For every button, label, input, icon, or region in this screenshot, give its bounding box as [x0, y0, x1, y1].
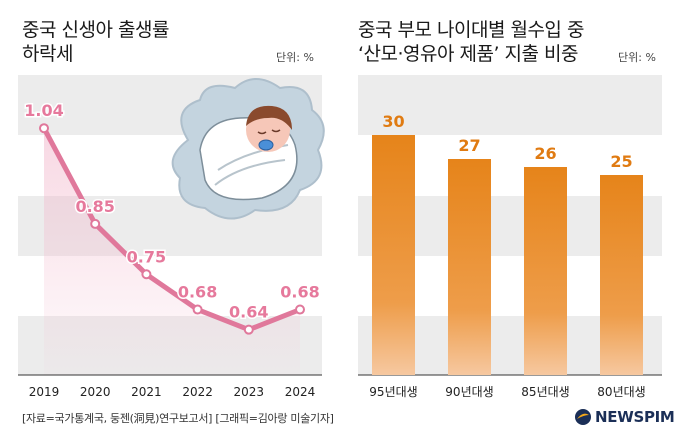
data-label: 0.68 — [178, 283, 217, 302]
series-line-birth-rate — [41, 127, 301, 333]
x-tick-label: 2020 — [80, 385, 111, 399]
grid-band — [358, 75, 662, 135]
data-point — [192, 304, 203, 315]
bar — [600, 175, 643, 375]
x-tick-label: 2021 — [131, 385, 162, 399]
x-tick-label: 2023 — [234, 385, 265, 399]
line-area — [44, 128, 300, 375]
data-label: 0.85 — [75, 197, 114, 216]
bar — [372, 135, 415, 375]
line-chart-title: 중국 신생아 출생률 하락세 — [22, 18, 322, 66]
baby-cloud-illustration — [171, 78, 325, 220]
bar — [448, 159, 491, 375]
x-tick-label: 2024 — [285, 385, 316, 399]
line-chart-unit: 단위: % — [276, 51, 314, 64]
bar-chart-title-line2: ‘산모·영유아 제품’ 지출 비중 — [358, 43, 579, 65]
source-note: [자료=국가통계국, 둥젠(洞見)연구보고서] [그래픽=김아랑 미술기자] — [22, 412, 334, 425]
line-chart: 1.04 0.85 0.75 0.68 0.64 0.68 2019 2020 2021 2022… — [18, 75, 325, 399]
line-chart-title-line2: 하락세 — [22, 43, 73, 65]
x-tick-label: 2019 — [29, 385, 60, 399]
data-label: 30 — [382, 112, 404, 131]
x-tick-label: 85년대생 — [521, 385, 569, 399]
data-point — [295, 304, 305, 315]
x-tick-label: 95년대생 — [369, 385, 417, 399]
x-tick-label: 2022 — [182, 385, 213, 399]
data-label: 0.64 — [229, 303, 268, 322]
data-label: 0.68 — [280, 283, 319, 302]
data-point — [141, 269, 152, 280]
bar — [524, 167, 567, 375]
data-point — [39, 123, 49, 134]
data-point — [90, 218, 101, 229]
bar-chart-unit: 단위: % — [618, 51, 656, 64]
bar-chart-title-line1: 중국 부모 나이대별 월수입 중 — [358, 19, 584, 41]
data-label: 1.04 — [24, 101, 63, 120]
bar-chart-title: 중국 부모 나이대별 월수입 중 ‘산모·영유아 제품’ 지출 비중 — [358, 18, 668, 66]
brand-logo: NEWSPIM — [574, 406, 675, 428]
data-label: 27 — [458, 136, 480, 155]
bar-chart: 30 95년대생 27 90년대생 26 85년대생 25 80년대생 — [358, 75, 662, 399]
x-tick-label: 80년대생 — [597, 385, 645, 399]
x-tick-label: 90년대생 — [445, 385, 493, 399]
data-label: 0.75 — [127, 247, 166, 266]
brand-name: NEWSPIM — [595, 408, 675, 426]
data-label: 26 — [534, 144, 556, 163]
line-chart-title-line1: 중국 신생아 출생률 — [22, 19, 169, 41]
newspim-logo-icon — [575, 409, 591, 425]
data-point — [243, 324, 254, 335]
data-label: 25 — [610, 152, 632, 171]
